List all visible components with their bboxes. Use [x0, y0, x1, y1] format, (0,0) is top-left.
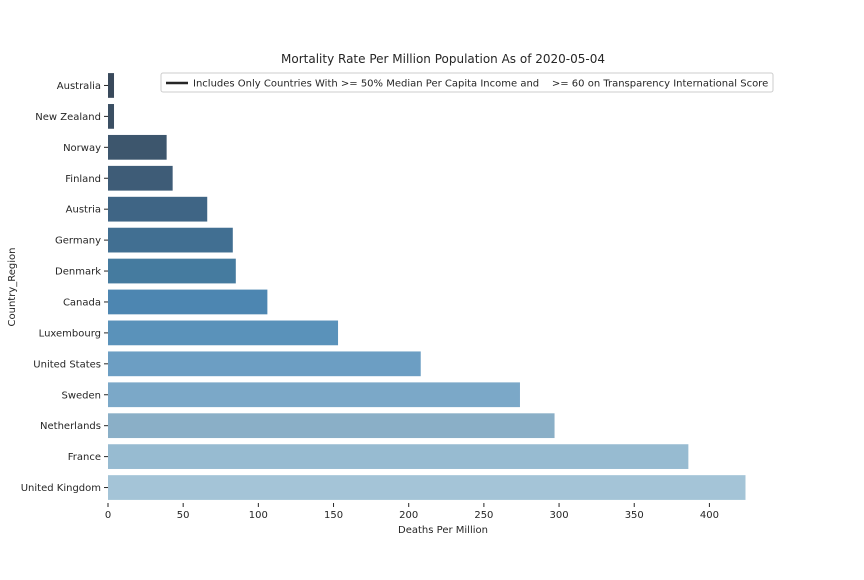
y-tick-label: Sweden — [61, 390, 101, 401]
x-tick-label: 200 — [399, 510, 418, 521]
bar-australia — [108, 73, 115, 98]
x-tick-label: 250 — [474, 510, 493, 521]
y-tick-label: Austria — [66, 205, 101, 216]
bar-germany — [108, 227, 233, 253]
bar-sweden — [108, 382, 520, 408]
y-tick-label: Australia — [57, 81, 101, 92]
y-tick-label: Finland — [65, 174, 101, 185]
x-tick-label: 50 — [177, 510, 190, 521]
y-tick-label: Germany — [55, 236, 101, 247]
y-tick-label: Denmark — [55, 267, 101, 278]
y-tick-label: Luxembourg — [39, 328, 101, 339]
bar-france — [108, 444, 689, 469]
x-tick-label: 300 — [550, 510, 569, 521]
bar-united-kingdom — [108, 475, 746, 500]
y-tick-label: France — [68, 452, 101, 463]
x-tick-label: 400 — [700, 510, 719, 521]
y-tick-label: United States — [33, 359, 101, 370]
bars-group — [108, 73, 746, 500]
bar-luxembourg — [108, 320, 339, 346]
bar-netherlands — [108, 413, 555, 439]
legend: Includes Only Countries With >= 50% Medi… — [160, 72, 774, 93]
y-tick-label: Norway — [63, 143, 101, 154]
y-tick-label: United Kingdom — [21, 483, 101, 494]
y-tick-label: Netherlands — [40, 421, 101, 432]
chart-title: Mortality Rate Per Million Population As… — [281, 52, 605, 66]
x-axis: 0 50 100 150 200 250 300 350 400 — [105, 503, 719, 521]
x-tick-label: 0 — [105, 510, 111, 521]
bar-denmark — [108, 258, 236, 284]
y-axis-label: Country_Region — [7, 248, 18, 327]
legend-entry: Includes Only Countries With >= 50% Medi… — [193, 79, 768, 90]
bar-norway — [108, 134, 167, 160]
legend-frame — [160, 72, 774, 93]
bar-new-zealand — [108, 104, 115, 129]
y-axis: Australia New Zealand Norway Finland Austria… — [21, 81, 108, 494]
y-tick-label: Canada — [63, 297, 101, 308]
y-tick-label: New Zealand — [35, 112, 101, 123]
x-tick-label: 100 — [249, 510, 268, 521]
x-tick-label: 350 — [625, 510, 644, 521]
bar-canada — [108, 289, 268, 315]
bar-finland — [108, 165, 173, 191]
x-tick-label: 150 — [324, 510, 343, 521]
bar-united-states — [108, 351, 421, 377]
bar-austria — [108, 196, 208, 222]
x-axis-label: Deaths Per Million — [398, 525, 488, 536]
